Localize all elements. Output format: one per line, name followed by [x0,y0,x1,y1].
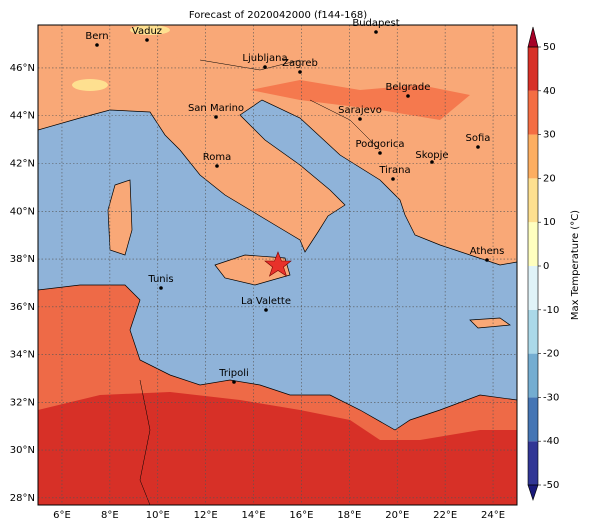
y-tick-label: 46°N [10,63,35,74]
city-dot [485,258,489,262]
city-label: Bern [85,31,108,42]
city-dot [391,177,395,181]
city-dot [374,30,378,34]
x-tick-label: 18°E [337,510,361,521]
colorbar-tick-label: 40 [543,86,556,97]
city-dot [476,145,480,149]
star-marker [264,251,292,277]
y-tick-label: 34°N [10,350,35,361]
city-dot [215,164,219,168]
colorbar-segment [528,47,538,91]
warm-area [250,80,470,120]
city-dot [145,38,149,42]
colorbar-tick-label: -50 [543,480,559,491]
grid: 6°E 8°E 10°E 12°E 14°E 16°E 18°E 20°E 22°E 24°E 28… [10,25,517,521]
y-tick-label: 30°N [10,445,35,456]
colorbar-tick-label: -20 [543,349,559,360]
y-tick-label: 38°N [10,254,35,265]
x-tick-label: 24°E [481,510,505,521]
city-dot [159,286,163,290]
y-tick-label: 40°N [10,206,35,217]
colorbar-tick-label: -30 [543,392,559,403]
x-tick-label: 22°E [433,510,457,521]
colorbar-segment [528,90,538,135]
colorbar-segment [528,266,538,310]
city-dot [378,151,382,155]
x-tick-label: 8°E [101,510,119,521]
city-label: La Valette [241,296,291,307]
colorbar-segment [528,353,538,398]
alps-cool [130,25,170,35]
y-tick-label: 36°N [10,302,35,313]
colorbar-segment [528,397,538,442]
colorbar: -50 -40 -30 -20 -10 0 10 20 30 40 50 [527,26,559,501]
city-dot [406,94,410,98]
colorbar-extend [527,26,539,48]
city-dot [214,115,218,119]
colorbar-tick-label: -40 [543,436,559,447]
sardinia [107,179,133,256]
city-dot [263,65,267,69]
border [139,59,381,505]
city-label: Athens [470,246,505,257]
city-dot [358,117,362,121]
city-label: Tunis [147,274,173,285]
x-tick-label: 20°E [385,510,409,521]
colorbar-segment [528,178,538,223]
x-tick-label: 10°E [146,510,170,521]
city-label: Sofia [466,133,491,144]
city-label: Budapest [352,18,399,29]
city-dot [95,43,99,47]
map-title: Forecast of 2020042000 (f144-168) [189,10,367,21]
x-tick-label: 16°E [289,510,313,521]
x-tick-label: 6°E [53,510,71,521]
colorbar-tick-label: -10 [543,305,559,316]
city-label: Ljubljana [242,53,287,64]
y-tick-label: 44°N [10,111,35,122]
colorbar-tick-label: 0 [543,261,549,272]
colorbar-tick-label: 20 [543,173,556,184]
city-label: Zagreb [282,58,318,69]
y-tick-label: 28°N [10,493,35,504]
colorbar-tick-label: 30 [543,130,556,141]
colorbar-extend [527,484,539,501]
city-label: Tirana [378,165,410,176]
colorbar-segment [528,134,538,179]
alps-cool [72,79,108,91]
colorbar-tick-label: 50 [543,42,556,53]
city-dot [298,70,302,74]
city-label: Belgrade [386,82,431,93]
city-label: Vaduz [132,26,162,37]
y-tick-label: 32°N [10,397,35,408]
city-label: Tripoli [218,368,249,379]
crete [469,317,511,329]
city-label: Sarajevo [338,105,382,116]
city-label: Podgorica [355,139,404,150]
colorbar-segment [528,309,538,354]
city-dot [232,380,236,384]
x-tick-label: 14°E [242,510,266,521]
colorbar-segment [528,441,538,485]
x-tick-label: 12°E [194,510,218,521]
city-dot [430,160,434,164]
city-label: Skopje [415,150,448,161]
map-frame [37,24,518,506]
colorbar-tick-label: 10 [543,217,556,228]
city-dot [264,308,268,312]
city-label: San Marino [188,103,244,114]
colorbar-segment [528,222,538,266]
y-tick-label: 42°N [10,159,35,170]
colorbar-label: Max Temperature (°C) [570,210,581,320]
city-label: Roma [203,152,232,163]
